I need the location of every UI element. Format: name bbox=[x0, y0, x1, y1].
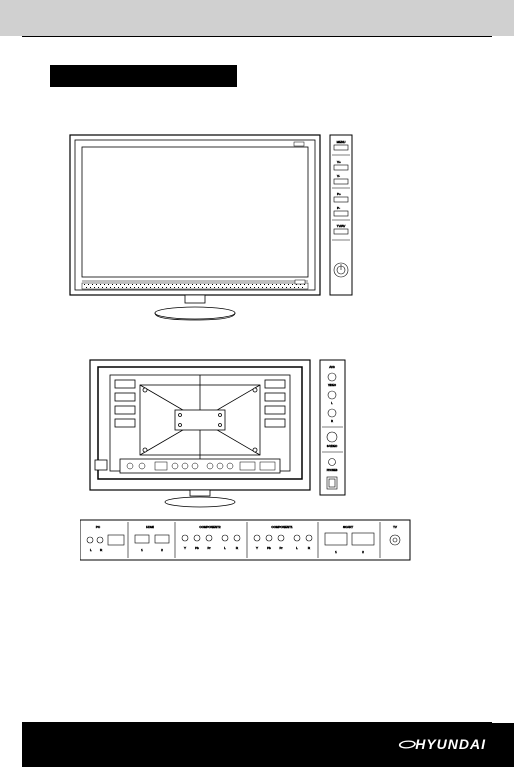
svg-text:TV: TV bbox=[393, 525, 397, 529]
tv-rear-diagram: AV3 VIDEO L R S-VIDEO PHONES PC LR HDMI bbox=[80, 355, 420, 580]
svg-text:S-VIDEO: S-VIDEO bbox=[327, 445, 337, 448]
svg-text:Pb: Pb bbox=[195, 546, 199, 550]
header-band bbox=[0, 0, 514, 36]
svg-text:V+: V+ bbox=[337, 160, 341, 164]
svg-text:Y: Y bbox=[184, 546, 186, 550]
footer-band: ⬭HYUNDAI bbox=[22, 723, 514, 767]
svg-text:Pr: Pr bbox=[280, 546, 283, 550]
svg-text:Pb: Pb bbox=[267, 546, 271, 550]
svg-text:P+: P+ bbox=[337, 192, 341, 196]
svg-text:COMPONENT1: COMPONENT1 bbox=[271, 525, 293, 529]
svg-text:V-: V- bbox=[337, 174, 340, 178]
svg-text:Pr: Pr bbox=[208, 546, 211, 550]
svg-text:HDMI: HDMI bbox=[146, 525, 154, 529]
header-rule bbox=[22, 36, 492, 37]
svg-text:P-: P- bbox=[337, 206, 340, 210]
brand-text: HYUNDAI bbox=[415, 736, 486, 752]
brand-logo: ⬭HYUNDAI bbox=[400, 736, 486, 753]
svg-text:MENU: MENU bbox=[337, 140, 346, 144]
svg-text:VIDEO: VIDEO bbox=[328, 384, 336, 387]
svg-text:SCART: SCART bbox=[343, 525, 353, 529]
svg-text:Y: Y bbox=[256, 546, 258, 550]
tv-front-diagram: MENU V+ V- P+ P- TV/AV bbox=[60, 125, 400, 345]
svg-text:AV3: AV3 bbox=[329, 365, 335, 369]
svg-text:R: R bbox=[331, 420, 333, 423]
svg-text:TV/AV: TV/AV bbox=[337, 224, 345, 228]
svg-text:PHONES: PHONES bbox=[327, 469, 338, 472]
section-title-block bbox=[50, 65, 237, 87]
svg-text:COMPONENT2: COMPONENT2 bbox=[199, 525, 221, 529]
